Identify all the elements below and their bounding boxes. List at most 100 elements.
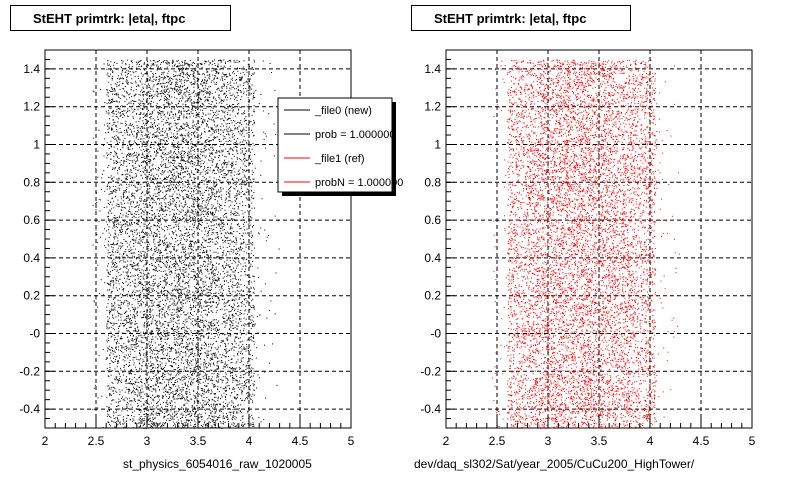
data-point <box>149 213 150 214</box>
data-point <box>114 303 116 305</box>
data-point <box>204 302 206 304</box>
data-point <box>179 217 180 219</box>
data-point <box>176 390 178 392</box>
data-point <box>181 387 183 389</box>
data-point <box>236 328 238 330</box>
data-point <box>196 401 198 403</box>
data-point <box>189 304 191 306</box>
data-point <box>147 149 149 150</box>
data-point <box>96 306 98 308</box>
data-point <box>197 169 199 170</box>
data-point <box>166 140 168 142</box>
data-point <box>114 230 116 232</box>
data-point <box>181 294 183 296</box>
data-point <box>132 383 134 385</box>
data-point <box>208 335 210 337</box>
data-point <box>178 244 180 246</box>
data-point <box>237 95 239 96</box>
data-point <box>229 200 231 202</box>
data-point <box>179 338 181 340</box>
data-point <box>176 276 178 278</box>
data-point <box>238 125 240 127</box>
data-point <box>241 357 243 359</box>
data-point <box>142 229 144 231</box>
data-point <box>183 273 185 275</box>
data-point <box>187 86 189 88</box>
data-point <box>115 256 117 258</box>
data-point <box>216 89 218 91</box>
data-point <box>183 363 185 364</box>
data-point <box>156 236 158 237</box>
data-point <box>155 389 157 391</box>
data-point <box>130 321 132 323</box>
data-point <box>119 391 121 393</box>
data-point <box>129 175 131 177</box>
data-point <box>240 263 242 265</box>
data-point <box>170 381 172 383</box>
data-point <box>182 207 184 209</box>
data-point <box>123 265 125 267</box>
data-point <box>166 282 168 284</box>
data-point <box>196 284 197 286</box>
data-point <box>234 213 236 215</box>
data-point <box>175 223 177 225</box>
data-point <box>231 392 233 393</box>
data-point <box>179 261 181 263</box>
data-point <box>223 313 225 315</box>
data-point <box>173 394 175 396</box>
data-point <box>108 113 110 115</box>
data-point <box>123 115 125 117</box>
data-point <box>140 60 142 61</box>
data-point <box>179 270 181 272</box>
data-point <box>201 64 203 66</box>
data-point <box>195 393 197 394</box>
data-point <box>157 356 159 358</box>
data-point <box>149 345 151 347</box>
data-point <box>237 315 239 317</box>
data-point <box>201 273 203 275</box>
data-point <box>248 260 250 262</box>
data-point <box>207 113 209 115</box>
data-point <box>119 168 120 170</box>
data-point <box>167 243 169 245</box>
data-point <box>198 73 200 75</box>
data-point <box>192 233 194 234</box>
data-point <box>228 288 230 290</box>
data-point <box>140 334 142 336</box>
data-point <box>204 82 206 84</box>
data-point <box>194 271 196 273</box>
data-point <box>142 317 144 318</box>
data-point <box>186 220 188 222</box>
data-point <box>195 358 196 360</box>
data-point <box>216 310 218 312</box>
data-point <box>214 131 216 133</box>
data-point <box>198 350 200 352</box>
data-point <box>181 396 183 398</box>
data-point <box>212 153 214 155</box>
data-point <box>249 280 251 282</box>
data-point <box>183 171 185 173</box>
data-point <box>153 224 155 226</box>
data-point <box>184 329 186 331</box>
data-point <box>124 301 126 303</box>
data-point <box>186 197 188 198</box>
data-point <box>140 283 142 285</box>
data-point <box>158 334 160 336</box>
data-point <box>160 338 162 340</box>
data-point <box>111 291 113 293</box>
data-point <box>213 79 215 81</box>
data-point <box>157 270 159 272</box>
data-point <box>136 201 138 203</box>
data-point <box>199 366 201 368</box>
data-point <box>187 151 189 153</box>
data-point <box>207 337 209 338</box>
data-point <box>106 325 108 327</box>
data-point <box>126 165 128 167</box>
data-point <box>157 191 159 193</box>
data-point <box>178 296 180 298</box>
data-point <box>144 322 146 324</box>
data-point <box>202 180 204 182</box>
data-point <box>137 158 138 160</box>
data-point <box>212 212 214 214</box>
data-point <box>107 350 108 352</box>
